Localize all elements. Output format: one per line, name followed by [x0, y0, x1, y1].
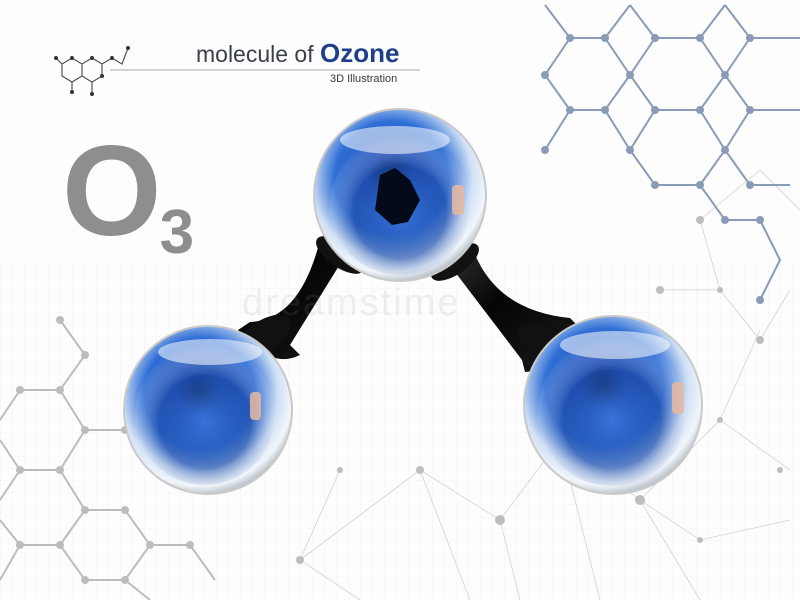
formula-subscript: 3 — [159, 198, 195, 267]
title-text: molecule of Ozone — [196, 38, 400, 68]
title-highlight: Ozone — [320, 38, 400, 68]
formula-element: O — [62, 120, 162, 263]
subtitle: 3D Illustration — [330, 73, 398, 85]
title-prefix: molecule of — [196, 41, 321, 67]
oxygen-atom-top — [313, 108, 487, 282]
oxygen-atom-right — [523, 315, 703, 495]
oxygen-atom-left — [123, 325, 293, 495]
ozone-molecule-model — [123, 108, 703, 495]
watermark: dreamstime — [242, 282, 461, 324]
chemical-formula: O3 — [62, 128, 194, 268]
title: molecule of Ozone — [196, 38, 426, 69]
